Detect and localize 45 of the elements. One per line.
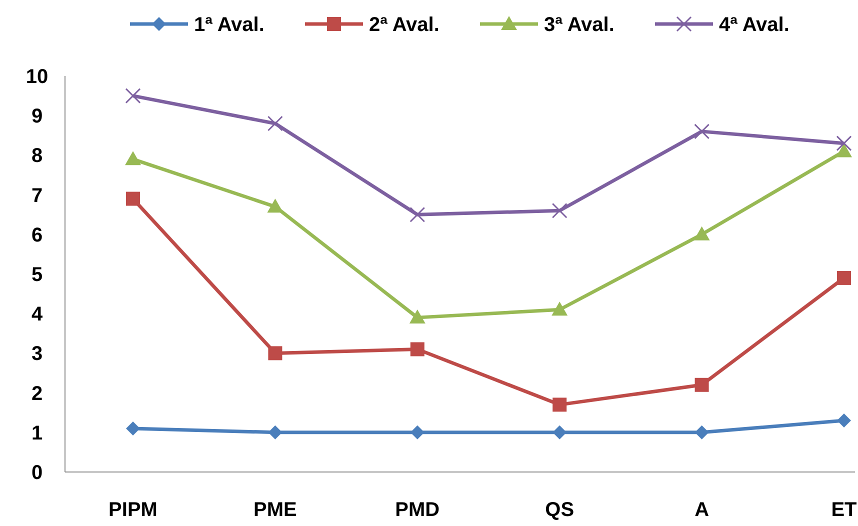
point [125, 88, 141, 104]
y-tick-label: 0 [31, 462, 43, 484]
x-tick-label: ET [831, 499, 857, 521]
x-tick-label: PIPM [108, 499, 158, 521]
point [837, 270, 851, 285]
point [267, 116, 283, 132]
point [410, 206, 426, 222]
y-tick-label: 2 [31, 382, 43, 405]
point [410, 425, 424, 440]
x-tick-label: QS [545, 499, 574, 521]
x-tick-label: PMD [395, 499, 440, 521]
x-tick-label: A [694, 499, 710, 521]
point [552, 202, 568, 218]
point [125, 151, 141, 166]
point [268, 346, 282, 360]
point [410, 342, 424, 356]
point [694, 378, 709, 392]
point [837, 414, 851, 428]
legend-label: 1ª Aval. [194, 14, 264, 36]
x-tick-label: PME [254, 499, 297, 521]
point [268, 425, 282, 440]
point [409, 310, 426, 324]
y-tick-label: 9 [31, 106, 43, 128]
legend-label: 4ª Aval. [719, 14, 790, 36]
point [552, 425, 567, 440]
point [552, 302, 568, 316]
y-tick-label: 1 [31, 422, 43, 444]
y-tick-label: 7 [31, 184, 43, 207]
point [694, 124, 710, 140]
point [694, 425, 709, 440]
point [552, 398, 567, 412]
point [836, 143, 852, 158]
point [126, 421, 140, 436]
legend-label: 3ª Aval. [544, 14, 614, 36]
legend-label: 2ª Aval. [369, 14, 440, 36]
point [126, 192, 140, 206]
point [836, 136, 852, 152]
y-tick-label: 6 [31, 224, 43, 246]
y-tick-label: 10 [26, 66, 48, 88]
y-tick-label: 4 [31, 304, 44, 326]
y-tick-label: 8 [31, 145, 43, 168]
y-tick-label: 5 [31, 264, 43, 286]
point [267, 198, 284, 213]
point [694, 226, 710, 240]
y-tick-label: 3 [31, 343, 43, 366]
